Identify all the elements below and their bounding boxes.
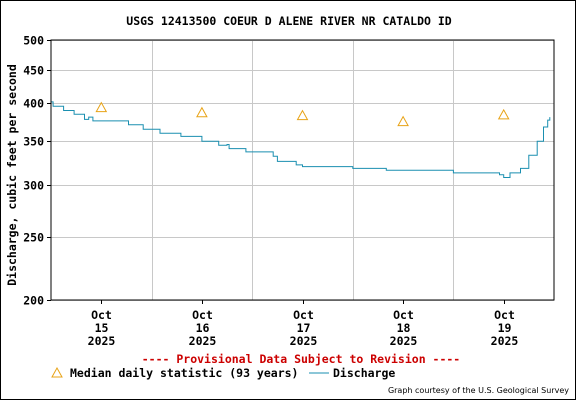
x-tick-label: Oct — [393, 308, 414, 322]
x-tick-label: Oct — [91, 308, 112, 322]
x-tick-label: 2025 — [189, 334, 217, 348]
plot-border — [50, 39, 555, 301]
x-tick-label: 2025 — [491, 334, 519, 348]
legend-median-label: Median daily statistic (93 years) — [70, 366, 298, 380]
median-marker — [296, 109, 309, 121]
plot-area — [51, 101, 551, 178]
y-tick-label: 200 — [23, 294, 44, 308]
median-marker — [497, 108, 510, 120]
x-tick-label: 2025 — [390, 334, 418, 348]
y-tick-label: 450 — [23, 64, 44, 78]
chart-title: USGS 12413500 COEUR D ALENE RIVER NR CAT… — [126, 14, 451, 28]
x-tick-label: Oct — [494, 308, 515, 322]
grid — [51, 40, 554, 301]
y-tick-label: 400 — [23, 97, 44, 111]
x-tick-label: 18 — [397, 321, 411, 335]
y-tick-label: 300 — [23, 179, 44, 193]
y-tick-label: 500 — [23, 34, 44, 48]
x-tick-label: 2025 — [88, 334, 116, 348]
median-marker — [95, 101, 108, 113]
legend-median-marker — [51, 366, 63, 378]
legend: Median daily statistic (93 years) Discha… — [51, 366, 395, 380]
x-axis-ticks: Oct152025Oct162025Oct172025Oct182025Oct1… — [88, 300, 519, 348]
y-tick-label: 350 — [23, 135, 44, 149]
x-tick-label: 19 — [498, 321, 512, 335]
x-tick-label: 15 — [95, 321, 109, 335]
x-tick-label: Oct — [192, 308, 213, 322]
x-tick-label: Oct — [293, 308, 314, 322]
median-marker — [196, 106, 208, 118]
x-tick-label: 2025 — [290, 334, 318, 348]
credit-text: Graph courtesy of the U.S. Geological Su… — [388, 386, 569, 395]
y-axis-ticks: 500 450 400 350 300 250 200 — [23, 34, 51, 308]
median-marker — [397, 115, 409, 127]
provisional-notice: ---- Provisional Data Subject to Revisio… — [142, 352, 461, 366]
y-tick-label: 250 — [23, 231, 44, 245]
x-tick-label: 17 — [297, 321, 311, 335]
y-axis-label: Discharge, cubic feet per second — [5, 64, 19, 286]
legend-discharge-label: Discharge — [333, 366, 395, 380]
x-tick-label: 16 — [196, 321, 210, 335]
discharge-line — [51, 101, 551, 178]
